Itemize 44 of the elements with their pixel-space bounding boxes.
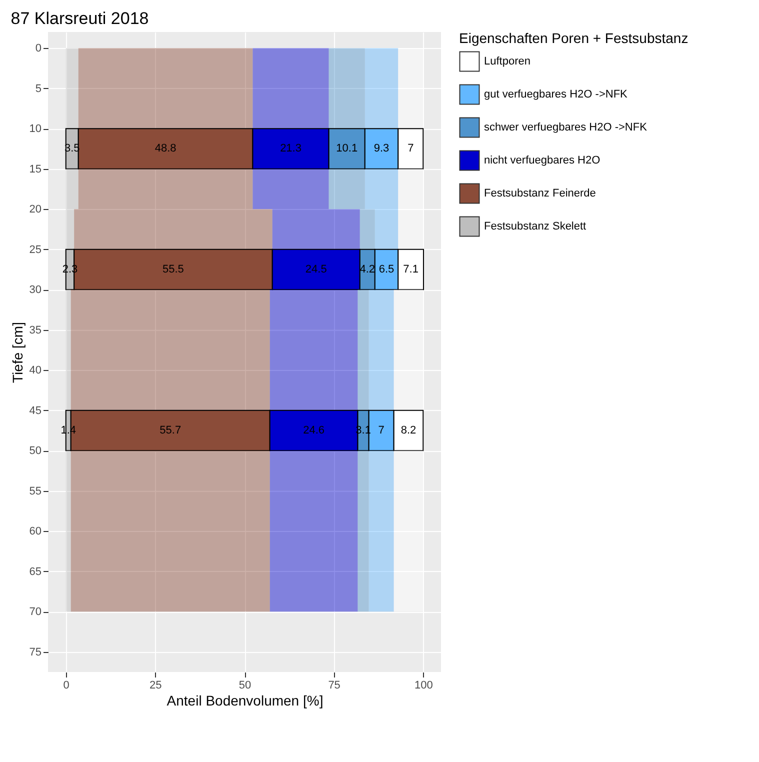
data-label: 7 xyxy=(408,142,414,155)
data-label: 55.7 xyxy=(160,424,182,436)
y-tick-label: 0 xyxy=(35,42,42,55)
y-tick-label: 75 xyxy=(29,646,42,658)
data-label: 55.5 xyxy=(162,263,184,276)
chart-title: 87 Klarsreuti 2018 xyxy=(10,9,149,28)
x-axis-title: Anteil Bodenvolumen [%] xyxy=(166,692,324,708)
x-tick-label: 100 xyxy=(414,680,433,692)
x-tick-label: 50 xyxy=(238,680,252,692)
data-label: 9.3 xyxy=(374,142,390,155)
y-tick-label: 35 xyxy=(29,324,42,336)
x-tick-label: 0 xyxy=(63,680,70,692)
y-axis-title: Tiefe [cm] xyxy=(9,322,26,383)
legend-label: Festsubstanz Feinerde xyxy=(484,188,596,200)
data-label: 8.2 xyxy=(400,424,416,436)
y-tick-label: 30 xyxy=(29,284,42,296)
y-tick-label: 20 xyxy=(29,204,42,216)
data-label: 21.3 xyxy=(280,142,302,155)
y-tick-label: 10 xyxy=(29,123,42,136)
y-tick-label: 45 xyxy=(29,404,42,417)
y-tick-label: 5 xyxy=(35,82,42,95)
x-tick-label: 25 xyxy=(150,680,162,692)
data-label: 7.1 xyxy=(403,263,418,276)
legend-title: Eigenschaften Poren + Festsubstanz xyxy=(459,30,688,46)
data-label: 10.1 xyxy=(336,142,358,155)
y-tick-label: 55 xyxy=(29,485,42,498)
legend-label: Festsubstanz Skelett xyxy=(484,220,586,232)
legend-label: nicht verfuegbares H2O xyxy=(484,154,601,166)
data-label: 6.5 xyxy=(378,263,394,276)
y-tick-label: 50 xyxy=(29,445,42,458)
y-tick-label: 65 xyxy=(29,566,42,578)
data-label: 48.8 xyxy=(154,142,176,155)
legend-label: Luftporen xyxy=(484,56,530,68)
data-label: 24.6 xyxy=(303,424,325,436)
y-tick-label: 60 xyxy=(29,526,42,538)
x-tick-label: 75 xyxy=(328,680,340,692)
legend-label: gut verfuegbares H2O ->NFK xyxy=(484,88,628,100)
y-tick-label: 15 xyxy=(29,163,42,176)
data-label: 7 xyxy=(378,424,384,436)
data-label: 24.5 xyxy=(305,263,327,276)
y-tick-label: 25 xyxy=(29,244,42,256)
y-tick-label: 40 xyxy=(29,364,42,377)
legend-label: schwer verfuegbares H2O ->NFK xyxy=(484,122,648,134)
y-tick-label: 70 xyxy=(29,606,42,618)
